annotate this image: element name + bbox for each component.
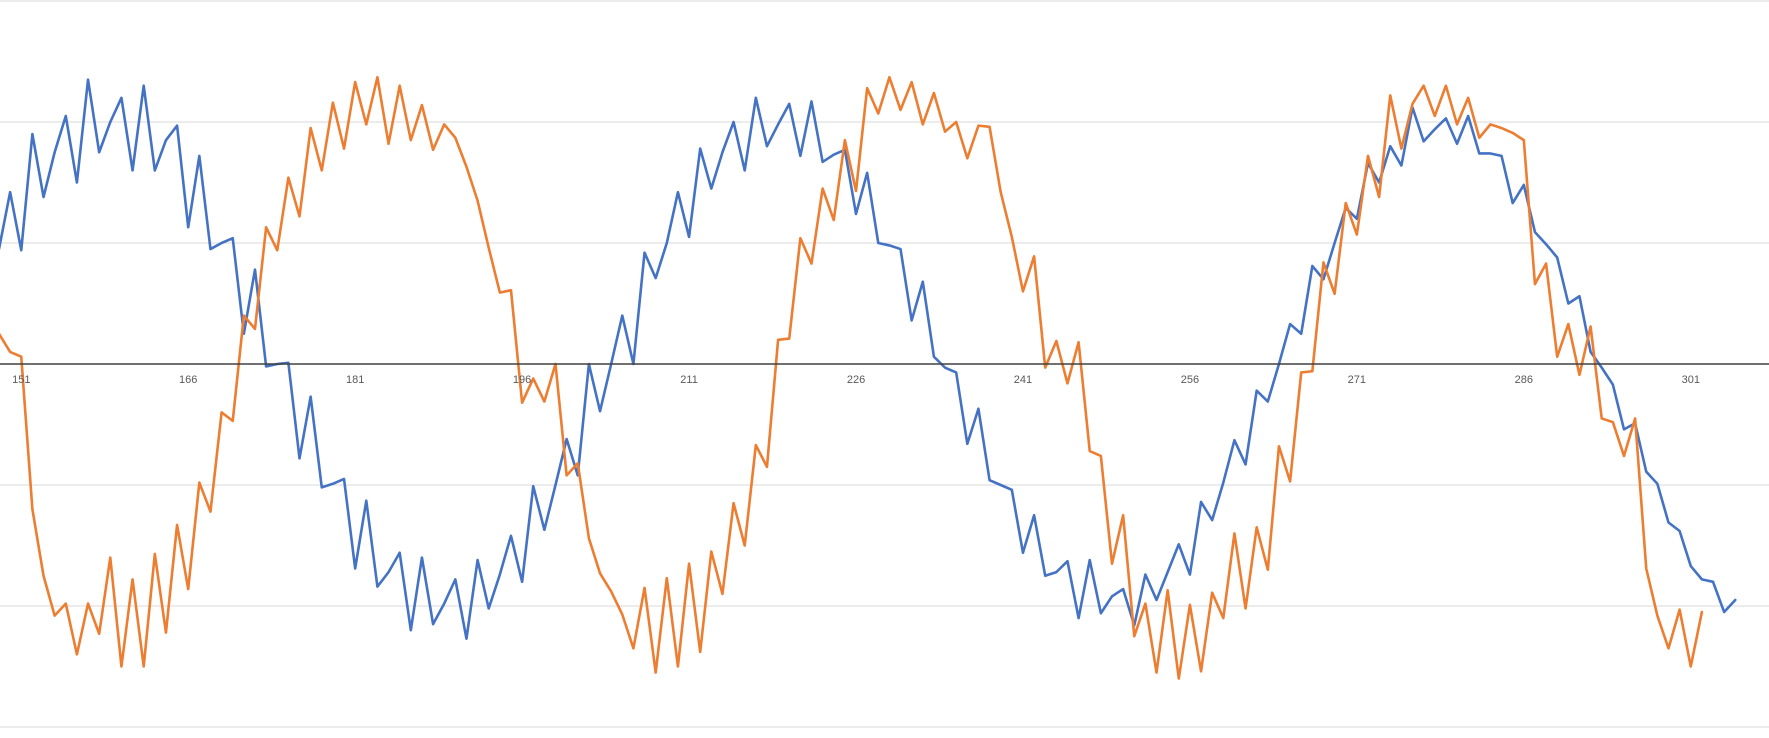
x-axis-tick-labels: 151 166 181 196 211 226 241 256 271 286 301 <box>12 374 1700 386</box>
series-lines <box>0 75 1737 680</box>
x-tick-label: 196 <box>513 374 531 386</box>
x-tick-label: 181 <box>346 374 364 386</box>
x-tick-label: 271 <box>1348 374 1366 386</box>
series-line-2 <box>0 75 1704 680</box>
x-tick-label: 241 <box>1014 374 1032 386</box>
x-tick-label: 286 <box>1515 374 1533 386</box>
x-tick-label: 151 <box>12 374 30 386</box>
x-tick-label: 226 <box>847 374 865 386</box>
x-tick-label: 166 <box>179 374 197 386</box>
series-line-1 <box>0 78 1737 640</box>
x-tick-label: 256 <box>1181 374 1199 386</box>
x-tick-label: 211 <box>680 374 698 386</box>
x-tick-label: 301 <box>1682 374 1700 386</box>
